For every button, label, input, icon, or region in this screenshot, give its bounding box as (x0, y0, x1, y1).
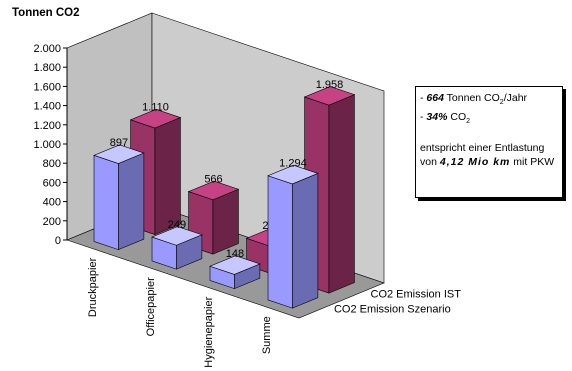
value-label: 1.110 (142, 102, 169, 114)
x-tick-label: Druckpapier (87, 257, 99, 317)
bar-front (267, 175, 293, 309)
y-tick-label: 1.000 (33, 139, 61, 151)
annotation-line: von 4,12 Mio km mit PKW (420, 155, 562, 169)
bar (267, 164, 319, 309)
y-tick-label: 600 (43, 177, 61, 189)
text: 664 (426, 92, 444, 104)
y-tick-label: 1.200 (33, 120, 61, 132)
text: 2 (466, 118, 471, 126)
x-tick-label: Summe (261, 316, 273, 354)
value-label: 897 (110, 137, 128, 149)
bar-top (187, 180, 240, 201)
bar-top (303, 86, 356, 106)
bar-top (93, 144, 145, 164)
annotation-box: - 664 Tonnen CO2/Jahr - 34% CO2 entspric… (415, 86, 563, 198)
value-label: 1.958 (316, 79, 344, 91)
value-label: 566 (204, 173, 222, 185)
chart-title: Tonnen CO2 (12, 7, 80, 19)
text: von (420, 156, 440, 169)
value-label: 148 (226, 248, 244, 260)
text: 2 (499, 99, 504, 107)
y-tick-label: 0 (55, 235, 61, 247)
value-label: 1.294 (279, 158, 307, 170)
bar-side (154, 117, 181, 236)
bar-top (129, 109, 182, 129)
text: - (420, 111, 427, 124)
text: entspricht einer Entlastung (420, 142, 545, 155)
y-tick-label: 200 (43, 216, 61, 228)
bar-side (118, 152, 145, 251)
y-tick-label: 1.400 (33, 101, 61, 113)
y-tick-label: 2.000 (33, 43, 61, 55)
x-tick-label: Officepapier (145, 277, 157, 336)
text: CO (447, 111, 467, 124)
bar-top (267, 164, 319, 185)
bar-top (151, 226, 203, 246)
x-tick-label: Hygienepapier (203, 296, 215, 367)
text: /Jahr (503, 92, 528, 104)
bar-side (328, 94, 355, 294)
legend-label: CO2 Emission IST (371, 289, 462, 301)
text: 4,12 Mio km (439, 156, 511, 169)
bar-side (212, 188, 239, 255)
text: 34% (426, 111, 448, 124)
y-tick-label: 400 (43, 197, 61, 209)
value-label: 249 (168, 219, 186, 231)
legend-label: CO2 Emission Szenario (334, 304, 451, 316)
bar-side (292, 172, 319, 309)
y-tick-label: 800 (43, 158, 61, 170)
text: Tonnen CO (443, 92, 500, 104)
bar-front (93, 154, 119, 251)
text: mit PKW (510, 156, 555, 169)
annotation-line: - 664 Tonnen CO2/Jahr (420, 91, 562, 110)
text: - (420, 92, 427, 104)
annotation-line: - 34% CO2 (420, 110, 562, 129)
bar (151, 226, 203, 270)
bar (209, 255, 261, 290)
y-tick-label: 1.600 (33, 81, 61, 93)
bar-top (209, 255, 261, 275)
y-tick-label: 1.800 (33, 62, 61, 74)
bar (93, 144, 145, 251)
